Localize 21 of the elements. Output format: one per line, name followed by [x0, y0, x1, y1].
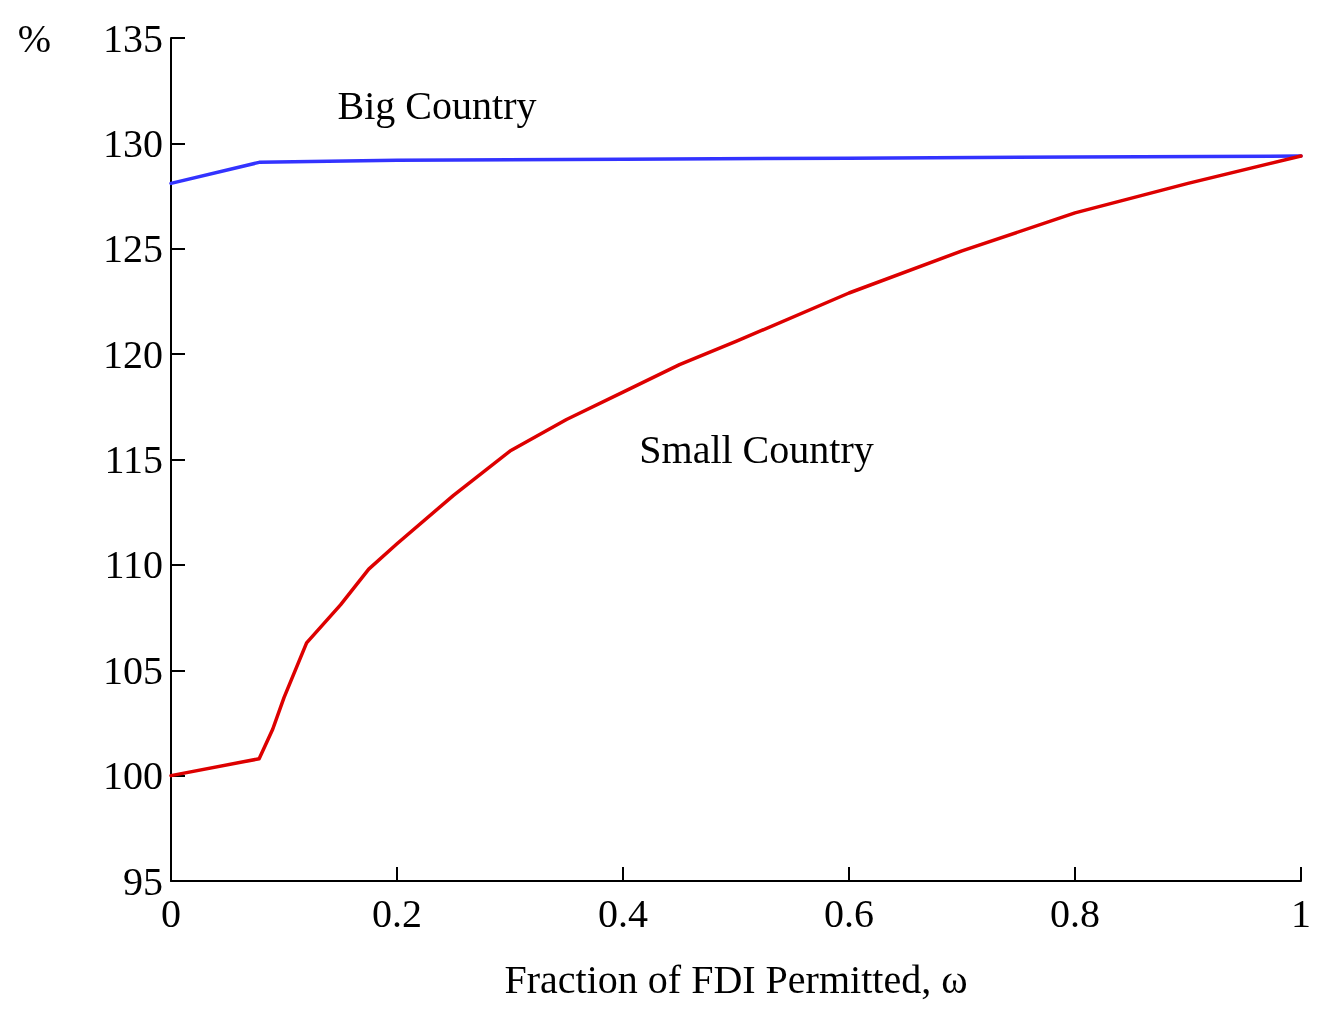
x-tick-label: 1: [1291, 890, 1311, 936]
x-tick-label: 0: [161, 890, 181, 936]
line-series: [169, 154, 1303, 186]
series-label: Big Country: [337, 82, 537, 128]
x-tick-label: 0.8: [1050, 890, 1100, 936]
y-tick-label: 110: [104, 542, 163, 588]
y-tick-label: 100: [103, 753, 163, 799]
x-tick-label: 0.6: [824, 890, 874, 936]
x-tick-label: 0.2: [372, 890, 422, 936]
x-tick-label: 0.4: [598, 890, 648, 936]
y-tick-label: 135: [103, 15, 163, 61]
y-tick-label: 105: [103, 647, 163, 693]
y-axis-title: %: [17, 15, 51, 61]
y-tick-label: 95: [123, 858, 163, 904]
line-series: [169, 154, 1303, 778]
series-label: Small Country: [639, 426, 874, 472]
y-tick-label: 115: [104, 437, 163, 482]
x-axis-title: Fraction of FDI Permitted, ω: [504, 956, 968, 1002]
y-tick-label: 125: [103, 226, 163, 272]
y-tick-label: 120: [103, 331, 163, 377]
y-tick-label: 130: [103, 120, 163, 166]
